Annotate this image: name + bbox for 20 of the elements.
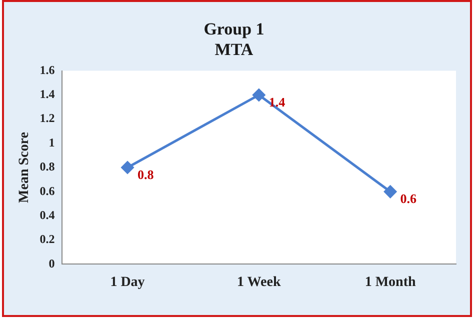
x-tick-label: 1 Week xyxy=(237,275,281,290)
y-tick-label: 1.4 xyxy=(40,87,55,102)
y-tick-label: 1 xyxy=(48,135,55,150)
y-tick-label: 0.4 xyxy=(40,208,55,222)
data-label: 0.8 xyxy=(138,166,154,182)
point xyxy=(384,185,397,198)
data-label: 0.6 xyxy=(400,191,418,206)
y-tick-label: 1.2 xyxy=(40,111,55,126)
x-tick-label: 1 Day xyxy=(110,275,145,290)
y-tick-label: 0.8 xyxy=(40,160,55,174)
point xyxy=(252,88,266,102)
y-tick-label: 1.6 xyxy=(40,62,55,77)
y-tick-label: 0.2 xyxy=(40,232,55,246)
x-tick-label: 1 Month xyxy=(364,275,416,290)
point xyxy=(121,161,134,174)
data-label: 1.4 xyxy=(268,94,286,110)
chart-title: Group 1 MTA xyxy=(204,20,264,59)
y-tick-label: 0 xyxy=(48,256,55,270)
y-tick-label: 0.6 xyxy=(40,184,55,198)
y-axis-title: Mean Score xyxy=(17,132,32,203)
